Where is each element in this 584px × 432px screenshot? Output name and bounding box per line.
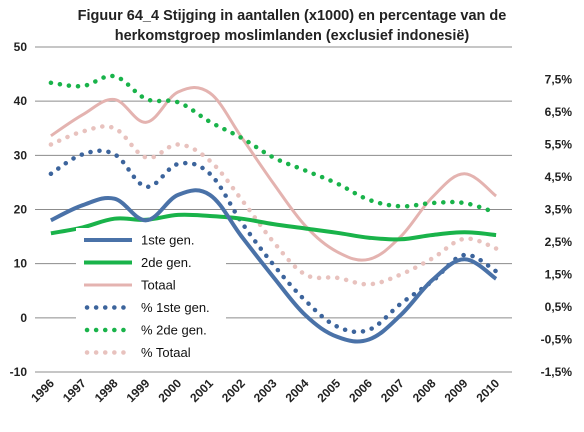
x-tick-label: 2008 [410,376,439,405]
series-2de-gen-line [50,212,497,242]
legend-item: 1ste gen. [84,233,195,248]
legend-item: % Totaal [84,345,191,360]
y-tick-label-left: -10 [10,365,28,379]
series-2de-gen [50,212,497,242]
x-tick-label: 2004 [283,376,312,405]
series-totaal-line [50,85,498,262]
x-tick-label: 2003 [251,376,280,405]
y-axis-left: -10 0 10 20 30 40 50 [10,40,28,379]
legend-label: 2de gen. [141,255,192,270]
legend-label: % Totaal [141,345,191,360]
y-tick-label-right: 5,5% [545,138,573,152]
data-point [144,97,148,101]
y-tick-label-left: 20 [14,203,28,217]
x-tick-label: 2009 [442,376,471,405]
legend: 1ste gen. 2de gen. Totaal % 1ste gen. % 2de … [76,228,226,368]
legend-item: Totaal [84,278,176,293]
series-pct-2de-gen-line [48,73,499,215]
y-tick-label-left: 0 [20,311,27,325]
legend-item: % 2de gen. [84,323,207,338]
y-tick-label-right: 4,5% [545,170,573,184]
series-group [48,73,499,344]
chart-title-line: Figuur 64_4 Stijging in aantallen (x1000… [78,8,507,24]
x-tick-label: 1997 [60,376,89,405]
chart-title: Figuur 64_4 Stijging in aantallen (x1000… [78,8,507,44]
data-point [494,211,498,215]
y-tick-label-left: 40 [14,94,28,108]
x-tick-label: 2000 [155,376,184,405]
series-pct-totaal-line [48,124,499,287]
x-tick-label: 2010 [473,376,502,405]
data-point [367,282,371,286]
data-point [494,247,498,251]
y-tick-label-right: 2,5% [545,235,573,249]
y-tick-label-left: 50 [14,40,28,54]
x-tick-label: 2006 [346,376,375,405]
y-tick-label-right: -1,5% [541,365,573,379]
series-totaal [50,85,498,262]
legend-background [76,228,226,368]
x-tick-label: 2002 [219,376,248,405]
legend-item: 2de gen. [84,255,192,270]
x-tick-label: 1996 [28,376,57,405]
y-tick-label-right: 1,5% [545,268,573,282]
x-tick-label: 1999 [124,376,153,405]
series-pct-2de-gen [48,73,499,215]
series-1ste-gen-line [50,188,498,344]
x-tick-label: 2007 [378,376,407,405]
x-tick-label: 1998 [92,376,121,405]
y-tick-label-right: 0,5% [545,300,573,314]
y-tick-label-right: 6,5% [545,105,573,119]
data-point [303,299,307,303]
series-1ste-gen [50,188,498,344]
y-tick-label-right: 7,5% [545,73,573,87]
chart-title-line: herkomstgroep moslimlanden (exclusief in… [115,28,470,44]
y-tick-label-right: 3,5% [545,203,573,217]
y-tick-label-right: -0,5% [541,333,573,347]
data-point [81,84,85,88]
x-tick-label: 2005 [314,376,343,405]
legend-label: 1ste gen. [141,233,195,248]
legend-label: % 1ste gen. [141,300,210,315]
x-tick-label: 2001 [187,376,216,405]
legend-label: % 2de gen. [141,323,207,338]
y-axis-right: -1,5% -0,5% 0,5% 1,5% 2,5% 3,5% 4,5% 5,5% 6,5% 7,… [541,73,573,380]
x-axis: 1996 1997 1998 1999 2000 2001 2002 2003 2004 2005… [28,376,502,405]
y-tick-label-left: 30 [14,148,28,162]
legend-label: Totaal [141,278,176,293]
y-tick-label-left: 10 [14,257,28,271]
series-pct-totaal [48,124,499,287]
legend-item: % 1ste gen. [84,300,210,315]
